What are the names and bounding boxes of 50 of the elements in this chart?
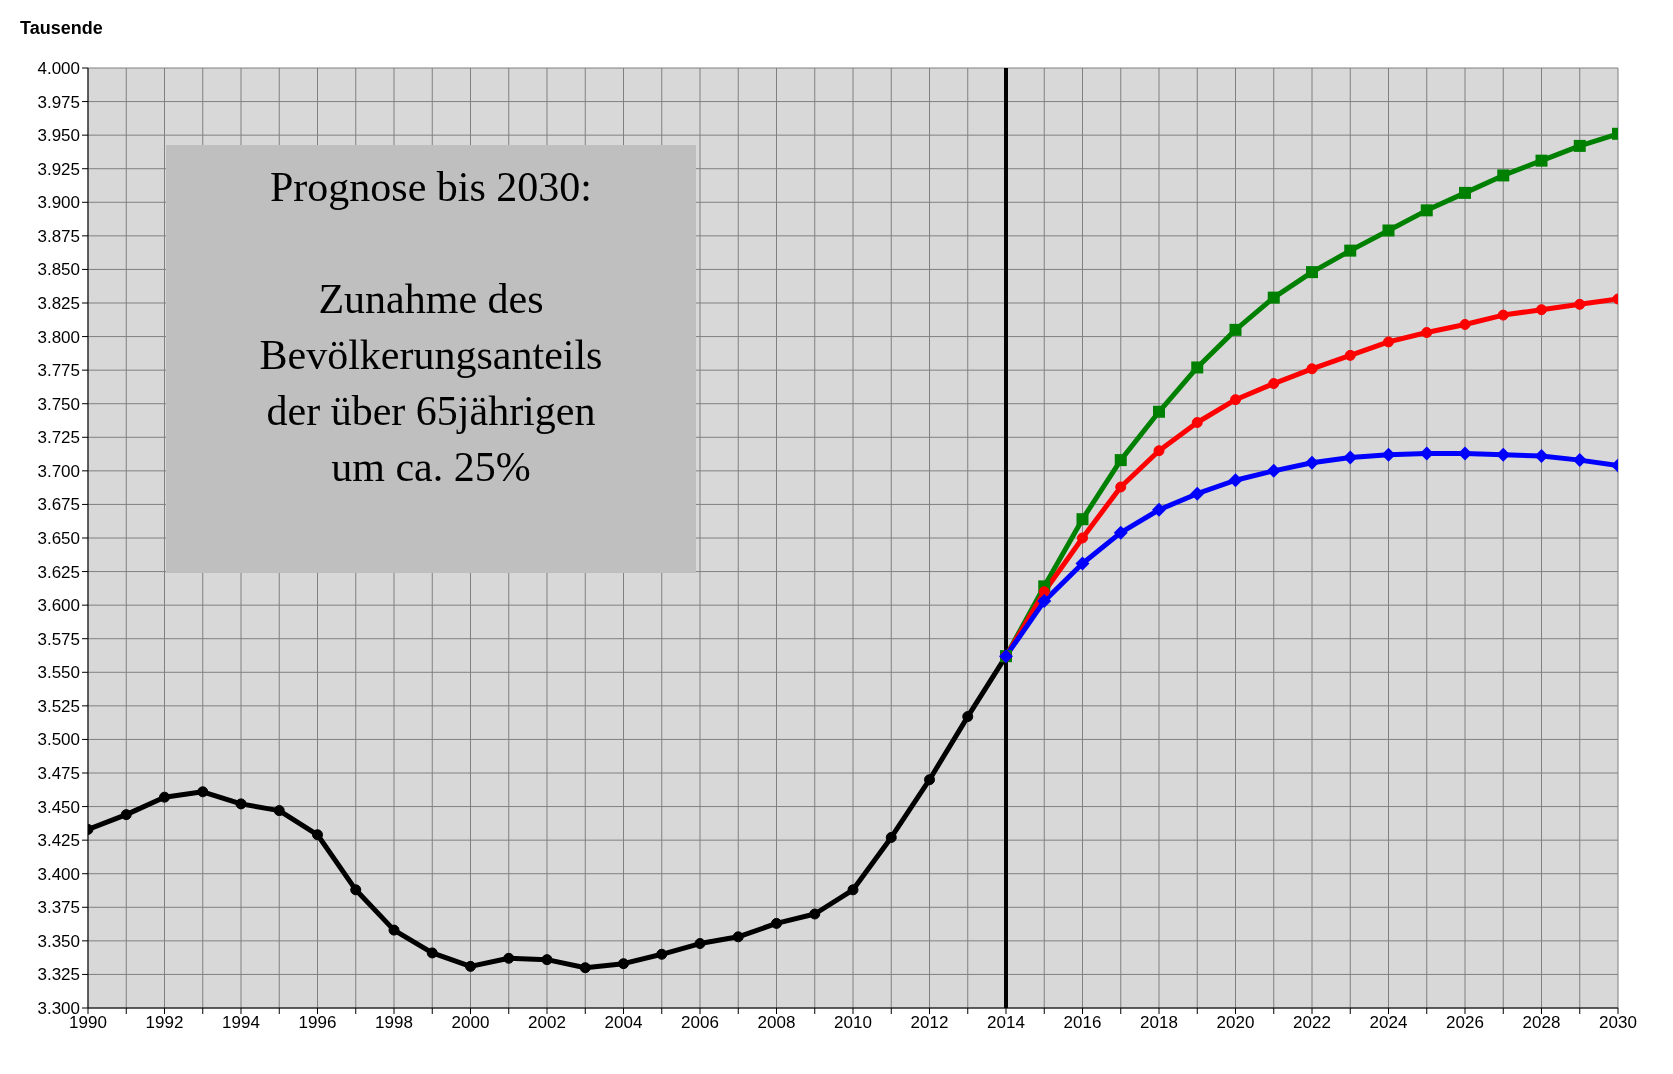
- y-tick-label: 3.475: [37, 764, 80, 784]
- x-tick-label: 2006: [681, 1013, 719, 1033]
- y-tick-label: 3.800: [37, 327, 80, 347]
- y-tick-label: 3.600: [37, 596, 80, 616]
- x-tick-label: 2000: [451, 1013, 490, 1033]
- x-tick-label: 2014: [987, 1013, 1025, 1033]
- y-tick-label: 3.725: [37, 428, 80, 448]
- y-tick-label: 3.550: [37, 663, 80, 683]
- x-tick-label: 2030: [1599, 1013, 1637, 1033]
- y-tick-label: 3.975: [37, 92, 80, 112]
- x-tick-label: 1998: [375, 1013, 413, 1033]
- y-tick-label: 3.875: [37, 226, 80, 246]
- note-box: Prognose bis 2030: Zunahme des Bevölkerungsanteils der über 65jährigen um ca. 25%: [166, 145, 696, 573]
- y-tick-label: 3.400: [37, 864, 80, 884]
- y-tick-label: 3.925: [37, 159, 80, 179]
- x-tick-label: 2024: [1369, 1013, 1408, 1033]
- x-tick-label: 1996: [298, 1013, 337, 1033]
- x-tick-label: 2028: [1522, 1013, 1561, 1033]
- x-tick-label: 1992: [145, 1013, 184, 1033]
- y-axis-title: Tausende: [20, 18, 103, 39]
- y-tick-label: 3.350: [37, 931, 80, 951]
- y-tick-label: 3.325: [37, 965, 80, 985]
- y-tick-label: 3.750: [37, 394, 80, 414]
- x-tick-label: 2026: [1446, 1013, 1484, 1033]
- y-tick-label: 3.950: [37, 126, 80, 146]
- y-tick-label: 3.825: [37, 294, 80, 314]
- y-tick-label: 3.625: [37, 562, 80, 582]
- y-tick-label: 4.000: [37, 59, 80, 79]
- y-tick-label: 3.675: [37, 495, 80, 515]
- y-tick-label: 3.575: [37, 629, 80, 649]
- x-tick-label: 2016: [1063, 1013, 1102, 1033]
- x-tick-label: 2010: [834, 1013, 872, 1033]
- y-tick-label: 3.525: [37, 696, 80, 716]
- x-tick-label: 1994: [222, 1013, 260, 1033]
- y-tick-label: 3.775: [37, 361, 80, 381]
- x-tick-label: 2008: [757, 1013, 796, 1033]
- y-tick-label: 3.375: [37, 898, 80, 918]
- y-tick-label: 3.700: [37, 461, 80, 481]
- x-tick-label: 2022: [1293, 1013, 1331, 1033]
- x-tick-label: 2002: [528, 1013, 566, 1033]
- x-tick-label: 2012: [910, 1013, 949, 1033]
- x-tick-label: 2018: [1140, 1013, 1178, 1033]
- y-tick-label: 3.450: [37, 797, 80, 817]
- y-tick-label: 3.900: [37, 193, 80, 213]
- x-tick-label: 2020: [1216, 1013, 1255, 1033]
- y-tick-label: 3.425: [37, 831, 80, 851]
- x-tick-label: 2004: [604, 1013, 643, 1033]
- y-tick-label: 3.650: [37, 529, 80, 549]
- y-tick-label: 3.500: [37, 730, 80, 750]
- y-tick-label: 3.850: [37, 260, 80, 280]
